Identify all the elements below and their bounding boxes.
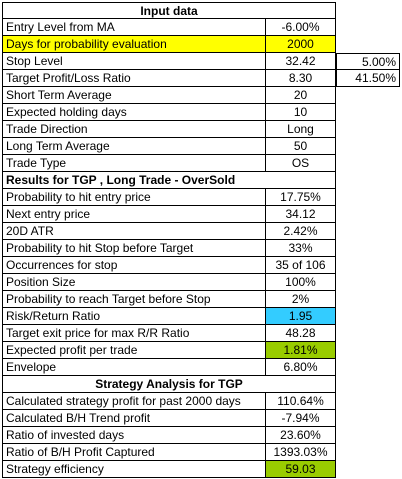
- row-label[interactable]: Entry Level from MA: [2, 19, 266, 36]
- row-value[interactable]: 2000: [266, 36, 336, 53]
- row-value[interactable]: 50: [266, 138, 336, 155]
- row-label[interactable]: Occurrences for stop: [2, 257, 266, 274]
- row-value[interactable]: 32.42: [266, 53, 336, 70]
- row-label[interactable]: Strategy efficiency: [2, 461, 266, 478]
- row-label[interactable]: Risk/Return Ratio: [2, 308, 266, 325]
- row-label[interactable]: Target exit price for max R/R Ratio: [2, 325, 266, 342]
- row-label[interactable]: Envelope: [2, 359, 266, 376]
- row-label[interactable]: Ratio of B/H Profit Captured: [2, 444, 266, 461]
- row-label[interactable]: Expected profit per trade: [2, 342, 266, 359]
- row-value[interactable]: 2.42%: [266, 223, 336, 240]
- row-value[interactable]: -7.94%: [266, 410, 336, 427]
- row-value[interactable]: 34.12: [266, 206, 336, 223]
- section-header[interactable]: Strategy Analysis for TGP: [2, 376, 336, 393]
- row-label[interactable]: Next entry price: [2, 206, 266, 223]
- row-value[interactable]: 33%: [266, 240, 336, 257]
- row-value[interactable]: 10: [266, 104, 336, 121]
- results-header[interactable]: Results for TGP , Long Trade - OverSold: [2, 172, 336, 189]
- row-label[interactable]: Position Size: [2, 274, 266, 291]
- row-value[interactable]: 1393.03%: [266, 444, 336, 461]
- row-value[interactable]: 110.64%: [266, 393, 336, 410]
- row-label[interactable]: Probability to hit entry price: [2, 189, 266, 206]
- row-label[interactable]: Trade Direction: [2, 121, 266, 138]
- row-label[interactable]: Calculated strategy profit for past 2000…: [2, 393, 266, 410]
- row-extra-value[interactable]: 41.50%: [336, 70, 400, 87]
- row-label[interactable]: Stop Level: [2, 53, 266, 70]
- row-label[interactable]: Days for probability evaluation: [2, 36, 266, 53]
- row-value[interactable]: OS: [266, 155, 336, 172]
- row-value[interactable]: -6.00%: [266, 19, 336, 36]
- row-value[interactable]: 20: [266, 87, 336, 104]
- row-value[interactable]: 1.95: [266, 308, 336, 325]
- row-label[interactable]: Short Term Average: [2, 87, 266, 104]
- row-value[interactable]: 23.60%: [266, 427, 336, 444]
- section-header[interactable]: Input data: [2, 2, 336, 19]
- row-value[interactable]: 17.75%: [266, 189, 336, 206]
- row-value[interactable]: 100%: [266, 274, 336, 291]
- row-value[interactable]: 6.80%: [266, 359, 336, 376]
- row-label[interactable]: Probability to reach Target before Stop: [2, 291, 266, 308]
- row-label[interactable]: Ratio of invested days: [2, 427, 266, 444]
- row-extra-value[interactable]: 5.00%: [336, 53, 400, 70]
- row-value[interactable]: 2%: [266, 291, 336, 308]
- row-value[interactable]: 35 of 106: [266, 257, 336, 274]
- row-label[interactable]: Target Profit/Loss Ratio: [2, 70, 266, 87]
- row-label[interactable]: Calculated B/H Trend profit: [2, 410, 266, 427]
- row-label[interactable]: Trade Type: [2, 155, 266, 172]
- row-label[interactable]: Probability to hit Stop before Target: [2, 240, 266, 257]
- row-value[interactable]: 48.28: [266, 325, 336, 342]
- row-value[interactable]: 8.30: [266, 70, 336, 87]
- row-value[interactable]: 1.81%: [266, 342, 336, 359]
- row-label[interactable]: Expected holding days: [2, 104, 266, 121]
- row-label[interactable]: Long Term Average: [2, 138, 266, 155]
- row-value[interactable]: 59.03: [266, 461, 336, 478]
- row-value[interactable]: Long: [266, 121, 336, 138]
- row-label[interactable]: 20D ATR: [2, 223, 266, 240]
